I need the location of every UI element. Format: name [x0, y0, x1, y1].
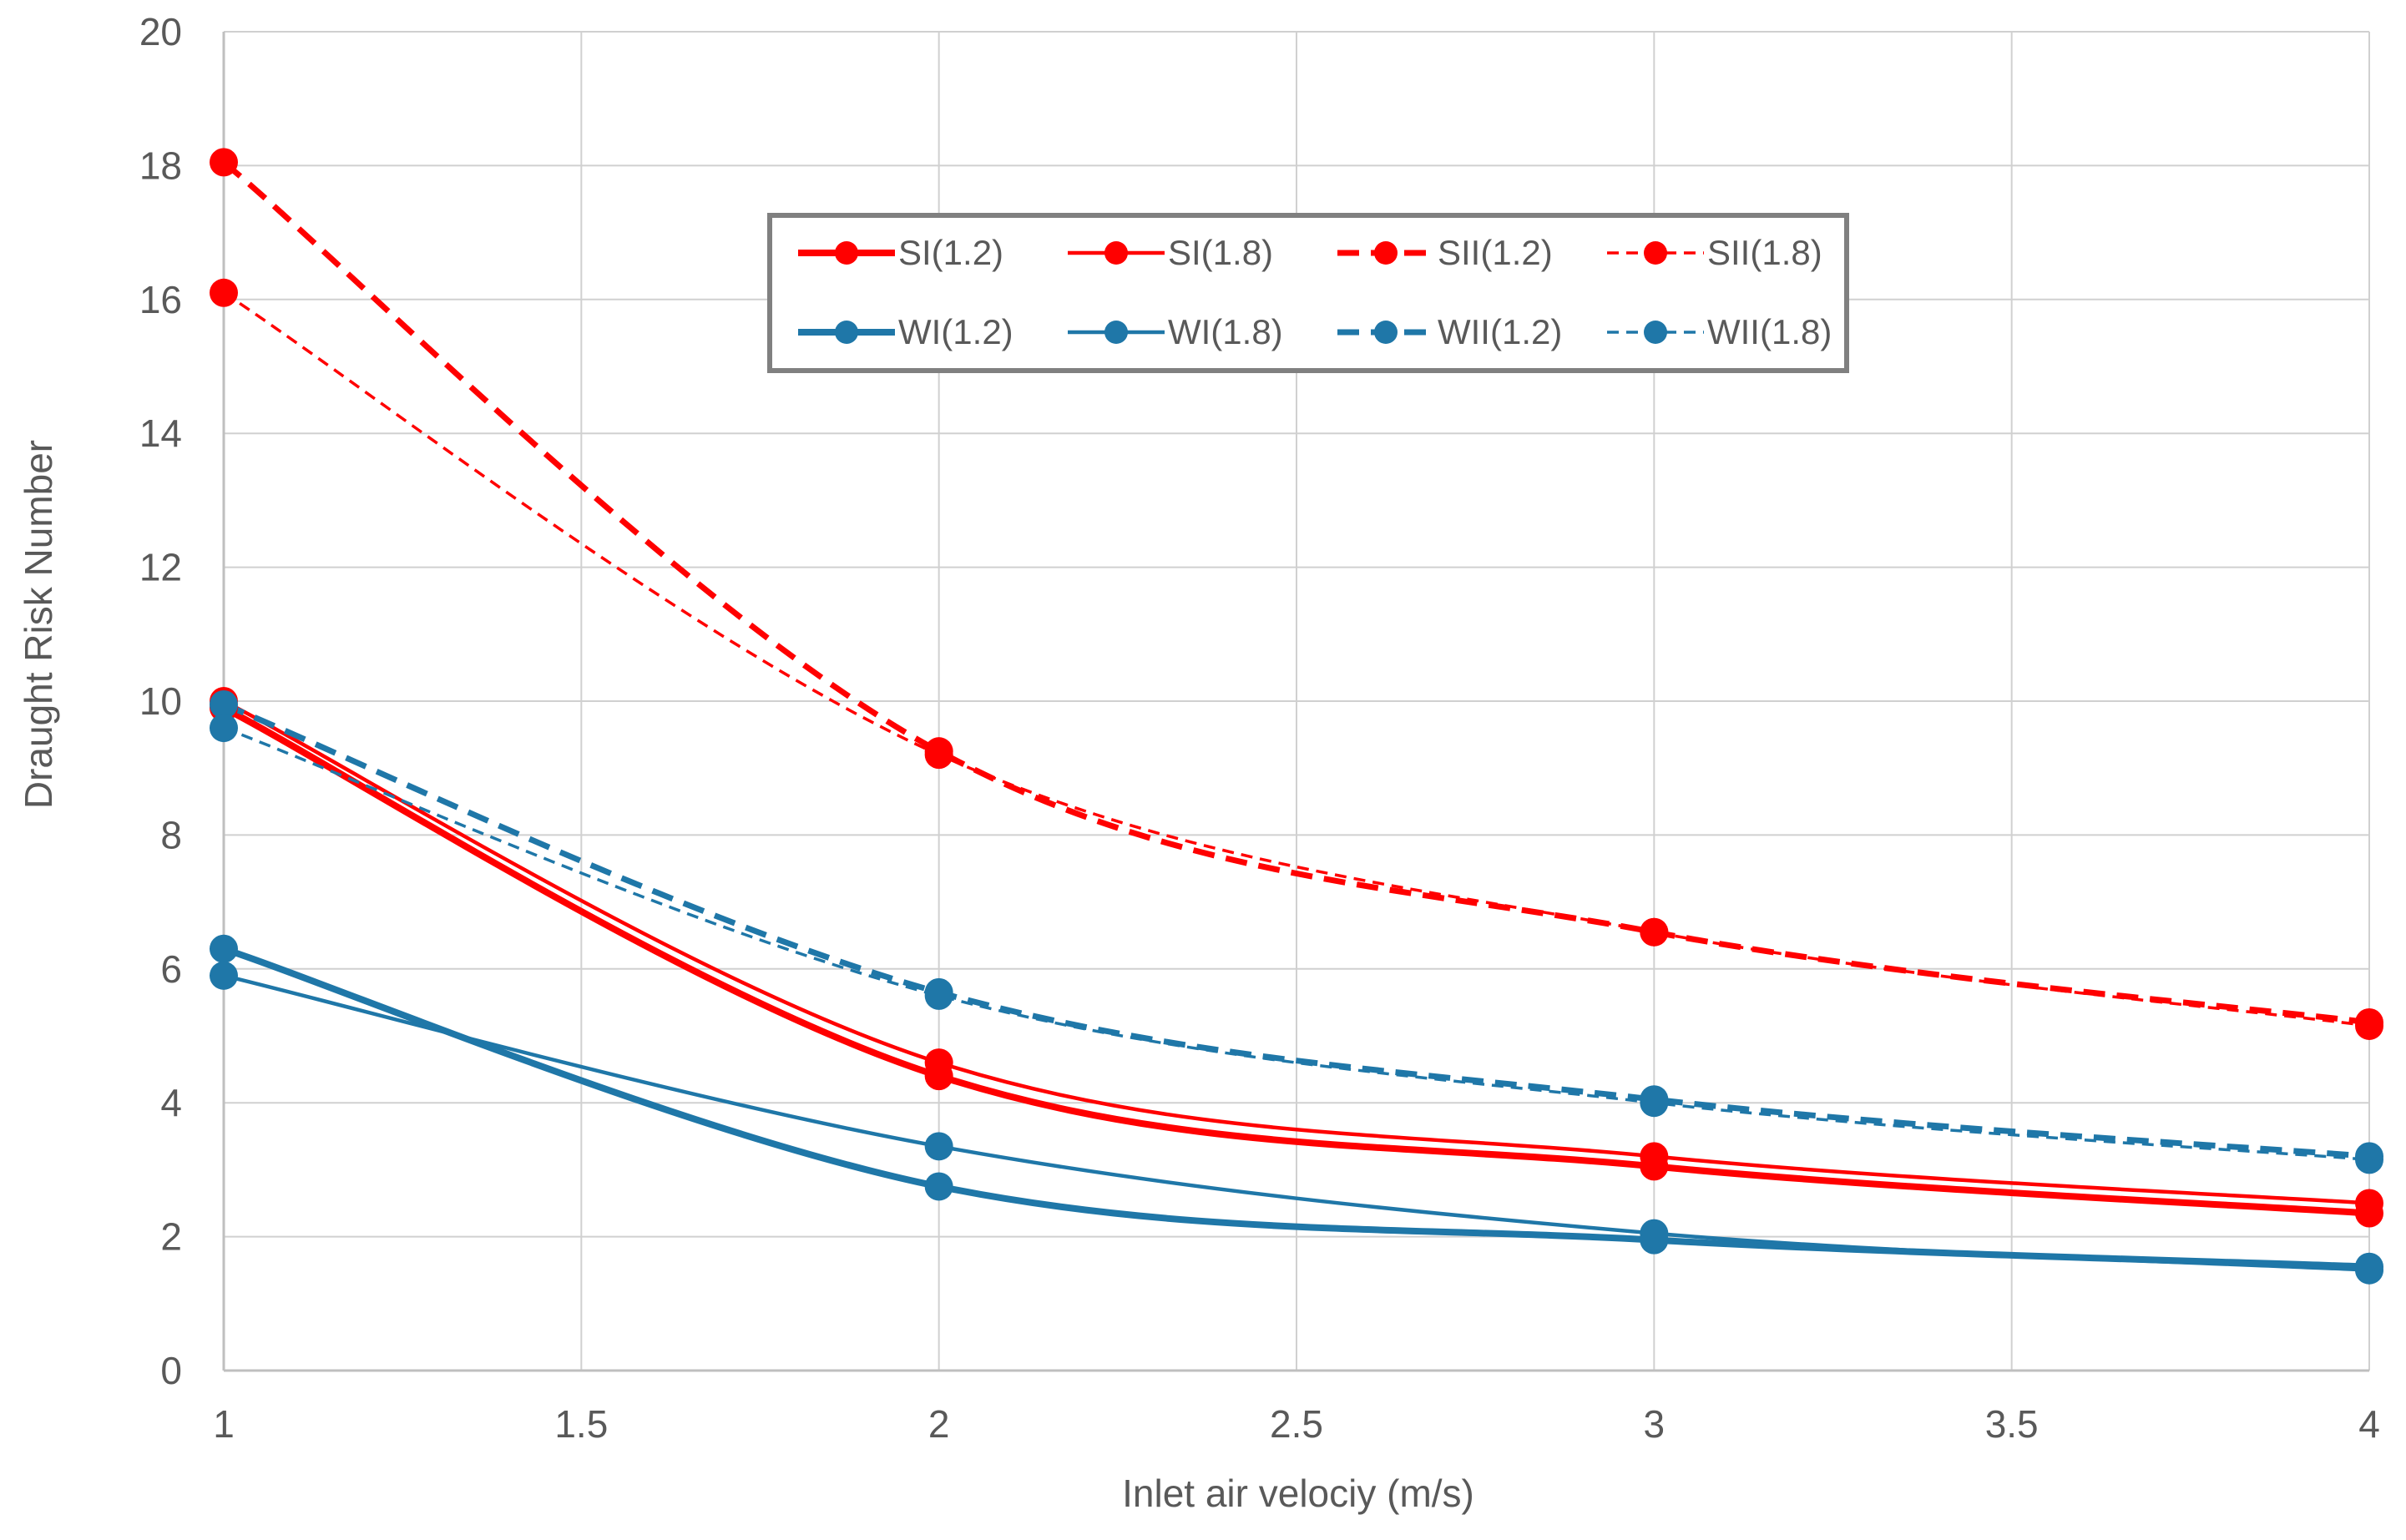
data-point	[1640, 1219, 1669, 1248]
data-point	[924, 981, 953, 1010]
series-line-sii-1-2	[221, 159, 2370, 1026]
x-tick-label: 3.5	[1985, 1402, 2039, 1446]
legend-marker	[1374, 241, 1398, 265]
x-tick-label: 1	[213, 1402, 235, 1446]
series-line-sii-1-8	[223, 291, 2370, 1028]
data-point	[1640, 917, 1669, 947]
data-point	[210, 278, 238, 307]
series-line-si-1-8	[222, 699, 2370, 1205]
x-tick-label: 3	[1644, 1402, 1665, 1446]
legend-marker	[1104, 321, 1128, 344]
legend-label: SII(1.2)	[1438, 233, 1553, 272]
y-axis-title: Draught Risk Number	[17, 440, 60, 809]
legend-label: WI(1.2)	[898, 312, 1013, 351]
legend-marker	[835, 241, 858, 265]
data-point	[210, 148, 238, 177]
y-tick-label: 4	[160, 1081, 182, 1124]
data-point	[210, 690, 238, 720]
legend-marker	[1374, 321, 1398, 344]
gridlines	[223, 31, 2370, 1371]
x-tick-label: 4	[2358, 1402, 2380, 1446]
legend-marker	[1104, 241, 1128, 265]
y-tick-label: 6	[160, 947, 182, 991]
legend-label: WI(1.8)	[1168, 312, 1283, 351]
x-tick-label: 2	[928, 1402, 950, 1446]
series-lines	[221, 159, 2370, 1272]
data-point	[2355, 1145, 2383, 1174]
legend-label: SI(1.8)	[1168, 233, 1273, 272]
x-tick-label: 1.5	[554, 1402, 608, 1446]
y-tick-label: 16	[139, 278, 182, 321]
data-point	[2355, 1255, 2383, 1285]
legend-marker	[1644, 241, 1667, 265]
y-tick-label: 20	[139, 10, 182, 53]
data-point	[210, 961, 238, 990]
data-point	[1640, 1142, 1669, 1171]
data-point	[924, 1172, 953, 1201]
y-tick-label: 2	[160, 1215, 182, 1259]
data-point	[210, 714, 238, 743]
legend-label: SII(1.8)	[1707, 233, 1822, 272]
y-tick-label: 0	[160, 1349, 182, 1392]
data-point	[924, 740, 953, 770]
legend-label: WII(1.8)	[1707, 312, 1832, 351]
legend-label: SI(1.2)	[898, 233, 1003, 272]
y-tick-label: 12	[139, 546, 182, 589]
data-point	[2355, 1011, 2383, 1040]
legend: SI(1.2) SI(1.8) SII(1.2) SII(1.8) WI(1.2) WI(…	[767, 213, 1849, 373]
x-axis-title: Inlet air velociy (m/s)	[1122, 1472, 1474, 1515]
data-point	[1640, 1088, 1669, 1118]
series-markers	[210, 148, 2383, 1285]
legend-box	[767, 213, 1849, 373]
series-line-wi-1-8	[223, 973, 2370, 1272]
y-tick-label: 14	[139, 412, 182, 455]
tick-labels: 1 1.5 2 2.5 3 3.5 4 0 2 4 6 8 10 12 14 16 18 20	[139, 10, 2380, 1446]
series-line-si-1-2	[222, 704, 2370, 1217]
data-point	[210, 934, 238, 963]
y-tick-label: 18	[139, 144, 182, 187]
y-tick-label: 10	[139, 679, 182, 723]
legend-marker	[1644, 321, 1667, 344]
x-tick-label: 2.5	[1270, 1402, 1323, 1446]
legend-marker	[835, 321, 858, 344]
data-point	[2355, 1189, 2383, 1218]
data-point	[924, 1132, 953, 1161]
series-line-wii-1-8	[223, 726, 2370, 1162]
data-point	[924, 1048, 953, 1078]
y-tick-label: 8	[160, 813, 182, 856]
legend-label: WII(1.2)	[1438, 312, 1562, 351]
